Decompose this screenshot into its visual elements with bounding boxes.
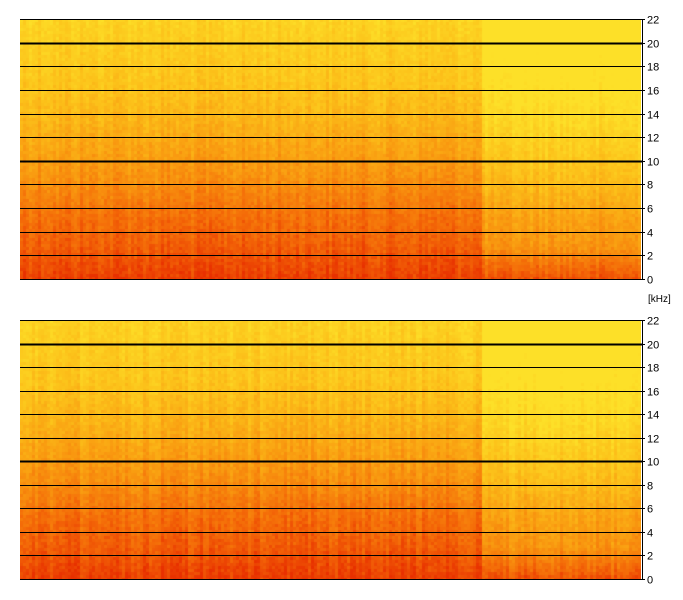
spectrogram-panel-upper: 0 2 4 6 8 10 12 14 16 18 20 22: [20, 15, 659, 287]
y-tick-label: 22: [647, 15, 659, 27]
spectrogram-heatmap: [20, 19, 641, 279]
y-tick-label: 12: [647, 133, 659, 145]
y-tick-label: 14: [647, 110, 659, 122]
y-tick-label: 20: [647, 39, 659, 51]
y-tick-label: 10: [647, 157, 659, 169]
y-tick-label: 18: [647, 363, 659, 375]
spectrogram-panel-lower: 0 2 4 6 8 10 12 14 16 18 20 22: [20, 316, 659, 587]
y-tick-label: 16: [647, 86, 659, 98]
y-tick-label: 16: [647, 387, 659, 399]
y-tick-label: 18: [647, 62, 659, 74]
y-tick-label: 2: [647, 551, 653, 563]
y-tick-label: 22: [647, 316, 659, 328]
y-tick-label: 14: [647, 410, 659, 422]
y-tick-label: 0: [647, 575, 653, 587]
y-tick-label: 2: [647, 251, 653, 263]
spectrogram-heatmap: [20, 320, 641, 579]
y-tick-label: 12: [647, 434, 659, 446]
y-tick-label: 20: [647, 340, 659, 352]
y-tick-label: 0: [647, 275, 653, 287]
y-tick-label: 8: [647, 481, 653, 493]
y-tick-label: 4: [647, 528, 653, 540]
y-tick-label: 6: [647, 204, 653, 216]
y-tick-label: 6: [647, 504, 653, 516]
y-tick-label: 4: [647, 228, 653, 240]
frequency-unit-label: [kHz]: [648, 294, 671, 305]
y-tick-label: 10: [647, 457, 659, 469]
y-tick-label: 8: [647, 180, 653, 192]
